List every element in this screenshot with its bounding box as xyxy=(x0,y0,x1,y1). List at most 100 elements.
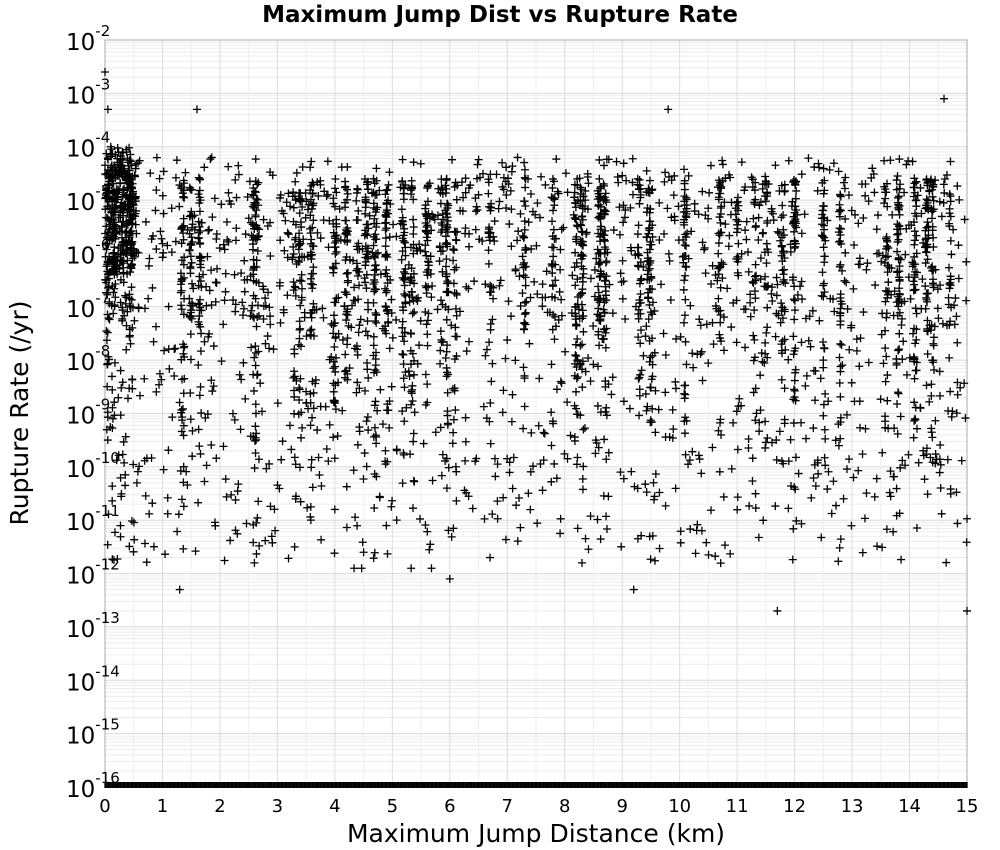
data-point xyxy=(242,519,251,528)
data-point xyxy=(645,258,654,267)
data-point xyxy=(771,332,780,341)
data-point xyxy=(763,433,772,442)
data-point xyxy=(862,265,871,274)
data-point xyxy=(297,408,306,417)
data-point xyxy=(130,535,139,544)
data-point xyxy=(222,217,231,226)
data-point xyxy=(837,340,846,349)
data-point xyxy=(697,526,706,535)
data-point xyxy=(550,459,559,468)
data-point xyxy=(895,267,904,276)
data-point xyxy=(797,229,806,238)
data-point xyxy=(771,502,780,511)
data-point xyxy=(872,249,881,258)
data-point xyxy=(398,407,407,416)
data-point xyxy=(211,278,220,287)
data-point xyxy=(197,329,206,338)
data-point xyxy=(780,415,789,424)
data-point xyxy=(397,255,406,264)
data-point xyxy=(330,454,339,463)
data-point xyxy=(519,424,528,433)
data-point xyxy=(749,331,758,340)
data-point xyxy=(601,258,610,267)
data-point xyxy=(125,542,134,551)
data-point xyxy=(302,332,311,341)
data-point xyxy=(519,363,528,372)
data-point xyxy=(661,388,670,397)
y-tick-label: 10-10 xyxy=(66,449,120,483)
data-point xyxy=(641,389,650,398)
data-point xyxy=(152,245,161,254)
data-point xyxy=(295,276,304,285)
data-point xyxy=(520,374,529,383)
data-point xyxy=(442,347,451,356)
data-point xyxy=(452,332,461,341)
data-point xyxy=(577,300,586,309)
data-point xyxy=(552,155,561,164)
data-point xyxy=(897,555,906,564)
data-point xyxy=(490,237,499,246)
data-point xyxy=(180,193,189,202)
data-point xyxy=(408,309,417,318)
data-point xyxy=(360,449,369,458)
data-point xyxy=(371,309,380,318)
data-point xyxy=(188,452,197,461)
data-point xyxy=(910,416,919,425)
data-point xyxy=(332,188,341,197)
data-point xyxy=(250,353,259,362)
data-point xyxy=(797,277,806,286)
data-point xyxy=(733,505,742,514)
data-point xyxy=(646,237,655,246)
data-point xyxy=(486,320,495,329)
data-point xyxy=(804,336,813,345)
data-point xyxy=(196,239,205,248)
data-point xyxy=(520,217,529,226)
data-point xyxy=(746,312,755,321)
data-point xyxy=(361,386,370,395)
data-point xyxy=(194,425,203,434)
data-point xyxy=(332,219,341,228)
data-point xyxy=(595,341,604,350)
data-point xyxy=(342,482,351,491)
data-point xyxy=(912,309,921,318)
data-point xyxy=(488,510,497,519)
data-point xyxy=(820,344,829,353)
data-point xyxy=(376,385,385,394)
data-point xyxy=(314,453,323,462)
data-point xyxy=(733,197,742,206)
data-point xyxy=(522,245,531,254)
data-point xyxy=(943,455,952,464)
data-point xyxy=(763,216,772,225)
data-point xyxy=(772,291,781,300)
data-point xyxy=(648,285,657,294)
data-point xyxy=(219,442,228,451)
data-point xyxy=(641,332,650,341)
data-point xyxy=(814,469,823,478)
data-point xyxy=(643,294,652,303)
data-point xyxy=(399,374,408,383)
data-point xyxy=(733,268,742,277)
data-point xyxy=(178,416,187,425)
data-point xyxy=(224,162,233,171)
data-point xyxy=(671,484,680,493)
data-point xyxy=(296,497,305,506)
data-point xyxy=(715,213,724,222)
data-point xyxy=(923,218,932,227)
data-point xyxy=(406,450,415,459)
x-tick-label: 1 xyxy=(157,796,168,817)
data-point xyxy=(852,346,861,355)
data-point xyxy=(119,437,128,446)
data-point xyxy=(708,318,717,327)
data-point xyxy=(547,360,556,369)
data-point xyxy=(749,279,758,288)
data-point xyxy=(870,188,879,197)
data-point xyxy=(484,189,493,198)
data-point xyxy=(916,183,925,192)
data-point xyxy=(252,263,261,272)
data-point xyxy=(666,296,675,305)
data-point xyxy=(436,359,445,368)
data-point xyxy=(709,340,718,349)
data-point xyxy=(637,366,646,375)
data-point xyxy=(572,404,581,413)
data-point xyxy=(421,370,430,379)
